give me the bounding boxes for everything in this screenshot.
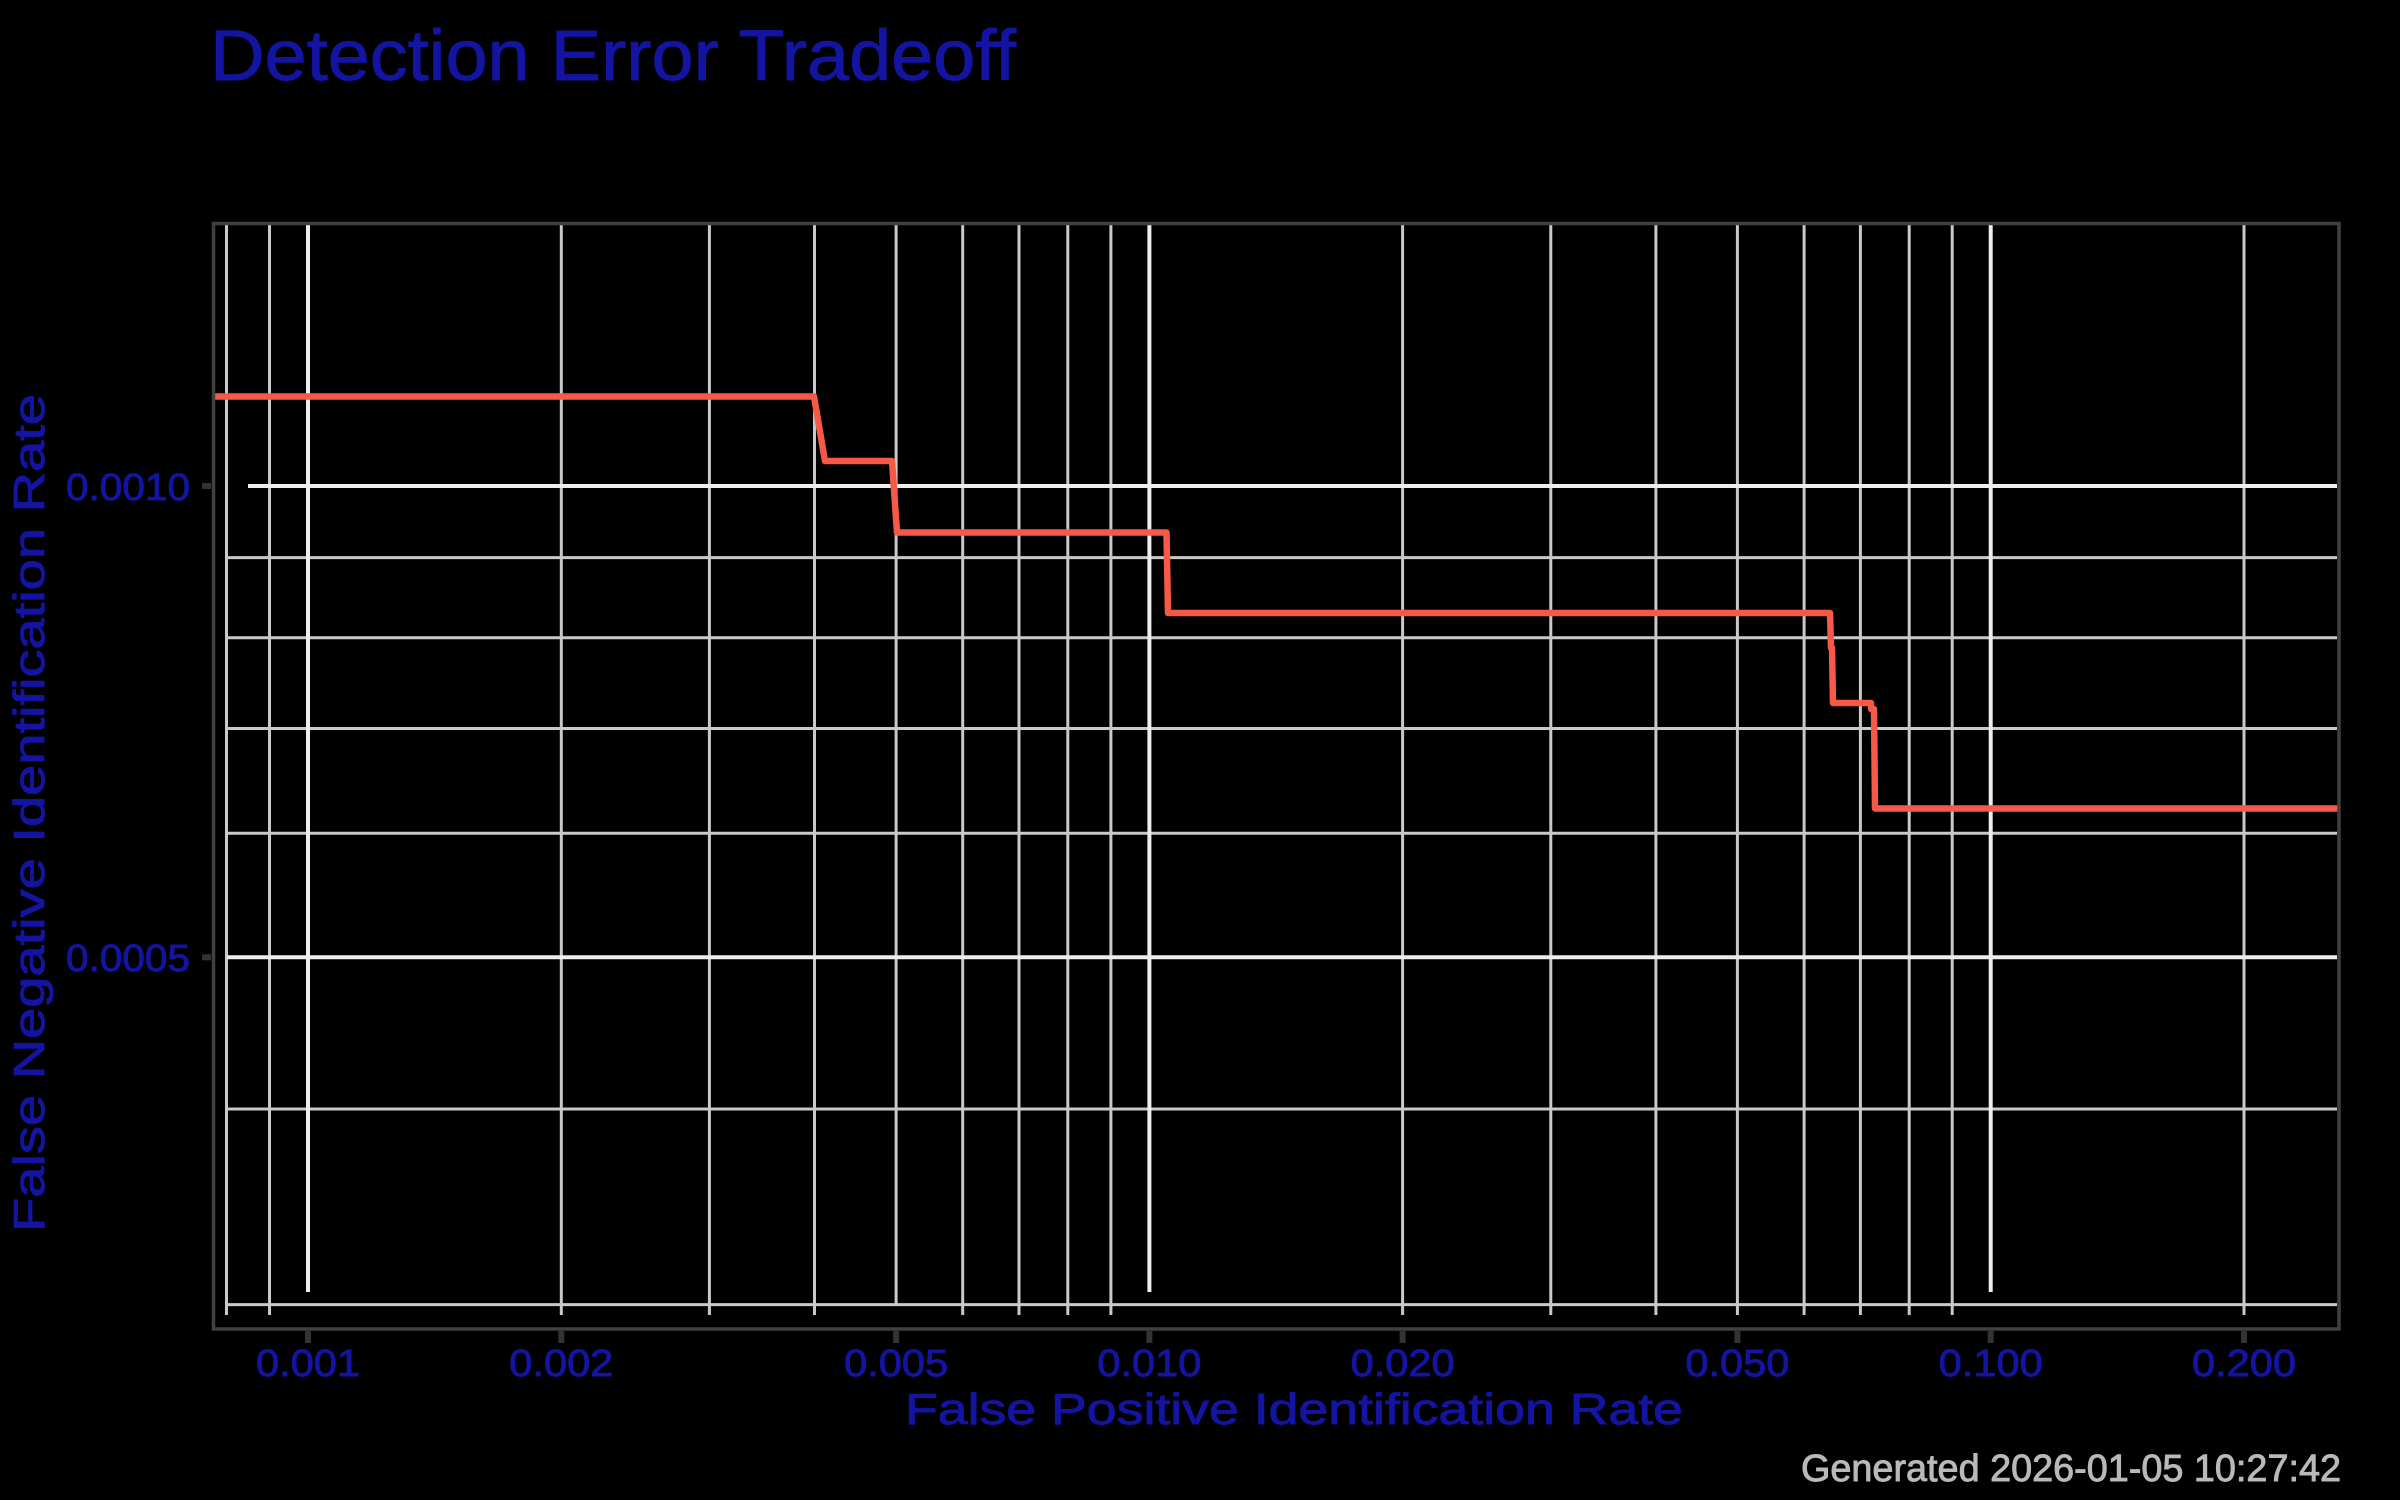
svg-text:0.0010: 0.0010 [66,467,190,509]
svg-text:0.100: 0.100 [1939,1343,2043,1385]
svg-text:0.002: 0.002 [509,1343,613,1385]
svg-text:False Positive Identification: False Positive Identification Rate [905,1385,1683,1434]
svg-text:0.020: 0.020 [1351,1343,1455,1385]
svg-text:0.200: 0.200 [2192,1343,2296,1385]
svg-text:0.010: 0.010 [1097,1343,1201,1385]
svg-text:Detection Error Tradeoff: Detection Error Tradeoff [210,17,1016,96]
svg-text:0.0005: 0.0005 [66,938,190,980]
svg-text:0.001: 0.001 [256,1343,360,1385]
svg-text:0.005: 0.005 [844,1343,948,1385]
svg-text:False Negative Identification: False Negative Identification Rate [5,394,54,1232]
svg-text:0.050: 0.050 [1685,1343,1789,1385]
svg-text:Generated 2026-01-05 10:27:42: Generated 2026-01-05 10:27:42 [1801,1448,2341,1490]
